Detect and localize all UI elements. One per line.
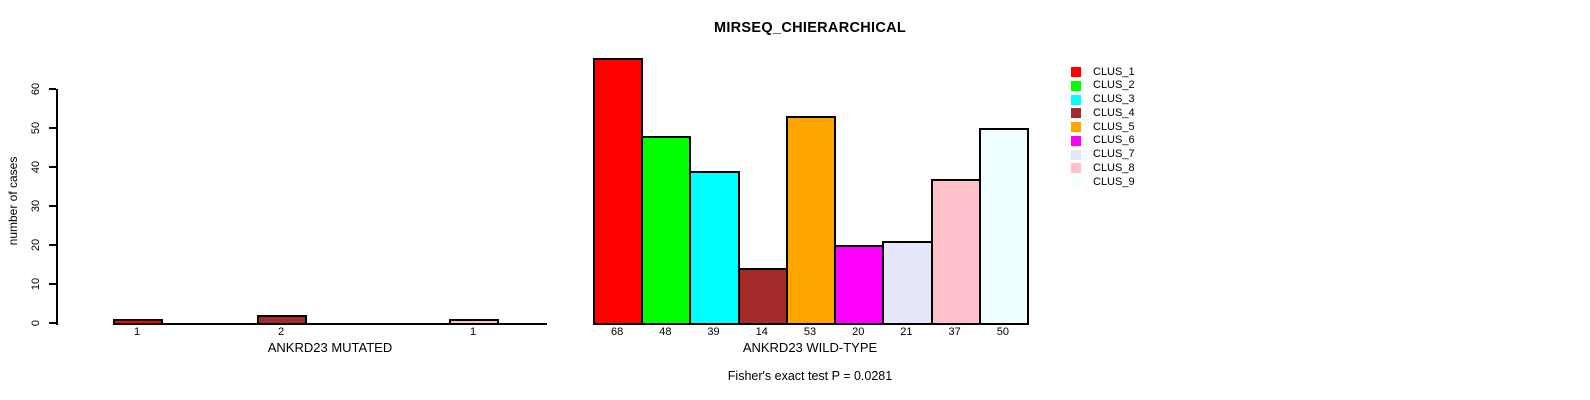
bar-clus_7 xyxy=(882,241,933,325)
legend-swatch-icon xyxy=(1071,67,1081,77)
bar-clus_8 xyxy=(930,178,981,325)
legend-swatch-icon xyxy=(1071,177,1081,187)
legend-swatch-icon xyxy=(1071,108,1081,119)
chart-title: MIRSEQ_CHIERARCHICAL xyxy=(713,20,907,36)
legend-swatch-icon xyxy=(1071,80,1081,91)
bar-value-label: 50 xyxy=(996,326,1009,338)
x-axis-baseline xyxy=(113,323,547,325)
bar-value-label: 39 xyxy=(707,326,720,338)
legend-label: CLUS_5 xyxy=(1093,120,1135,133)
bar-value-label: 48 xyxy=(659,326,672,338)
legend-label: CLUS_3 xyxy=(1093,93,1135,105)
y-axis-tick-label: 60 xyxy=(30,82,42,96)
bar-value-label: 68 xyxy=(610,326,624,338)
bar-clus_2 xyxy=(641,135,692,325)
x-axis-title-wildtype: ANKRD23 WILD-TYPE xyxy=(742,340,878,355)
legend-item-clus_5: CLUS_5 xyxy=(1071,121,1135,133)
y-axis-tick-label: 0 xyxy=(30,319,42,327)
y-axis-line xyxy=(56,89,58,325)
y-axis-tick xyxy=(49,166,56,168)
legend-swatch-icon xyxy=(1071,94,1081,105)
legend-swatch-icon xyxy=(1071,149,1081,160)
bar-value-label: 53 xyxy=(803,326,817,338)
bar-value-label: 2 xyxy=(277,326,285,338)
bar-clus_1 xyxy=(593,57,644,325)
y-axis-tick xyxy=(49,205,56,207)
bar-clus_5 xyxy=(785,116,837,325)
bar-value-label: 14 xyxy=(755,326,768,338)
y-axis-tick xyxy=(49,88,56,90)
bar-clus_4 xyxy=(737,268,788,325)
bar-clus_9 xyxy=(978,128,1029,325)
legend-label: CLUS_9 xyxy=(1093,175,1135,188)
legend-label: CLUS_2 xyxy=(1093,79,1135,92)
y-axis-tick-label: 50 xyxy=(30,121,42,135)
bar-clus_6 xyxy=(834,245,885,325)
legend-item-clus_8: CLUS_8 xyxy=(1071,162,1135,174)
y-axis-tick-label: 20 xyxy=(30,238,42,252)
bar-clus_4 xyxy=(257,315,307,325)
fisher-test-annotation: Fisher's exact test P = 0.0281 xyxy=(727,369,893,383)
bar-value-label: 20 xyxy=(852,326,865,338)
x-axis-title-mutated: ANKRD23 MUTATED xyxy=(267,340,393,355)
bar-clus_3 xyxy=(689,170,740,325)
y-axis-tick xyxy=(49,283,56,285)
y-axis-tick-label: 30 xyxy=(30,199,42,213)
y-axis-tick xyxy=(49,322,56,324)
bar-value-label: 1 xyxy=(469,326,477,338)
bar-value-label: 21 xyxy=(900,326,913,338)
bar-clus_8 xyxy=(449,319,499,325)
legend-label: CLUS_8 xyxy=(1093,161,1135,174)
legend-item-clus_3: CLUS_3 xyxy=(1071,94,1135,106)
legend-item-clus_2: CLUS_2 xyxy=(1071,80,1135,92)
legend-item-clus_6: CLUS_6 xyxy=(1071,135,1135,147)
y-axis-tick-label: 10 xyxy=(30,277,42,291)
legend-item-clus_7: CLUS_7 xyxy=(1071,149,1135,161)
legend-item-clus_9: CLUS_9 xyxy=(1071,176,1135,188)
y-axis-tick xyxy=(49,244,56,246)
legend-swatch-icon xyxy=(1071,135,1081,146)
legend-label: CLUS_7 xyxy=(1093,148,1135,160)
legend-label: CLUS_4 xyxy=(1093,106,1135,119)
y-axis-tick xyxy=(49,127,56,129)
bar-value-label: 1 xyxy=(133,326,141,338)
legend-swatch-icon xyxy=(1071,122,1081,132)
legend-swatch-icon xyxy=(1071,163,1081,174)
legend-label: CLUS_1 xyxy=(1093,65,1135,78)
bar-value-label: 37 xyxy=(948,326,961,338)
legend-label: CLUS_6 xyxy=(1093,134,1135,147)
y-axis-tick-label: 40 xyxy=(30,160,42,174)
bar-clus_1 xyxy=(113,319,163,325)
legend-item-clus_4: CLUS_4 xyxy=(1071,107,1135,119)
y-axis-title: number of cases xyxy=(6,156,20,246)
legend-item-clus_1: CLUS_1 xyxy=(1071,66,1135,78)
